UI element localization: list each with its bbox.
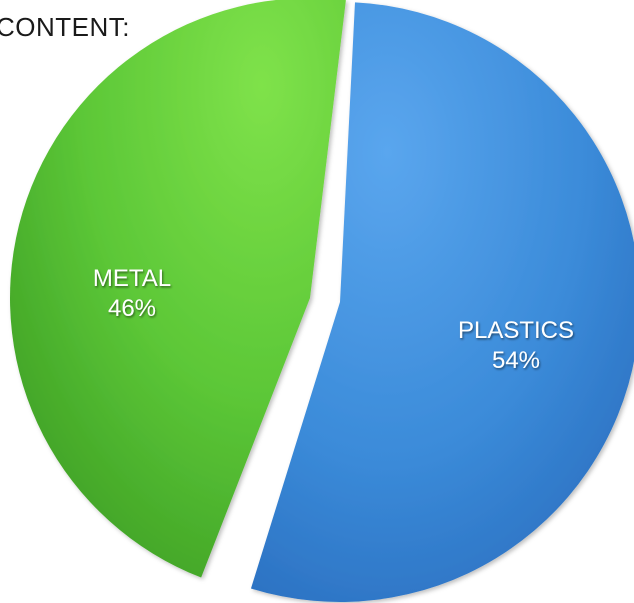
slice-label-metal: METAL	[93, 265, 171, 292]
pie-slice-metal	[10, 0, 346, 578]
pie-slice-plastics	[250, 2, 634, 602]
slice-value-plastics: 54%	[492, 347, 540, 374]
chart-title: CONTENT:	[0, 12, 130, 42]
slice-value-metal: 46%	[108, 295, 156, 322]
slice-label-plastics: PLASTICS	[458, 317, 574, 344]
